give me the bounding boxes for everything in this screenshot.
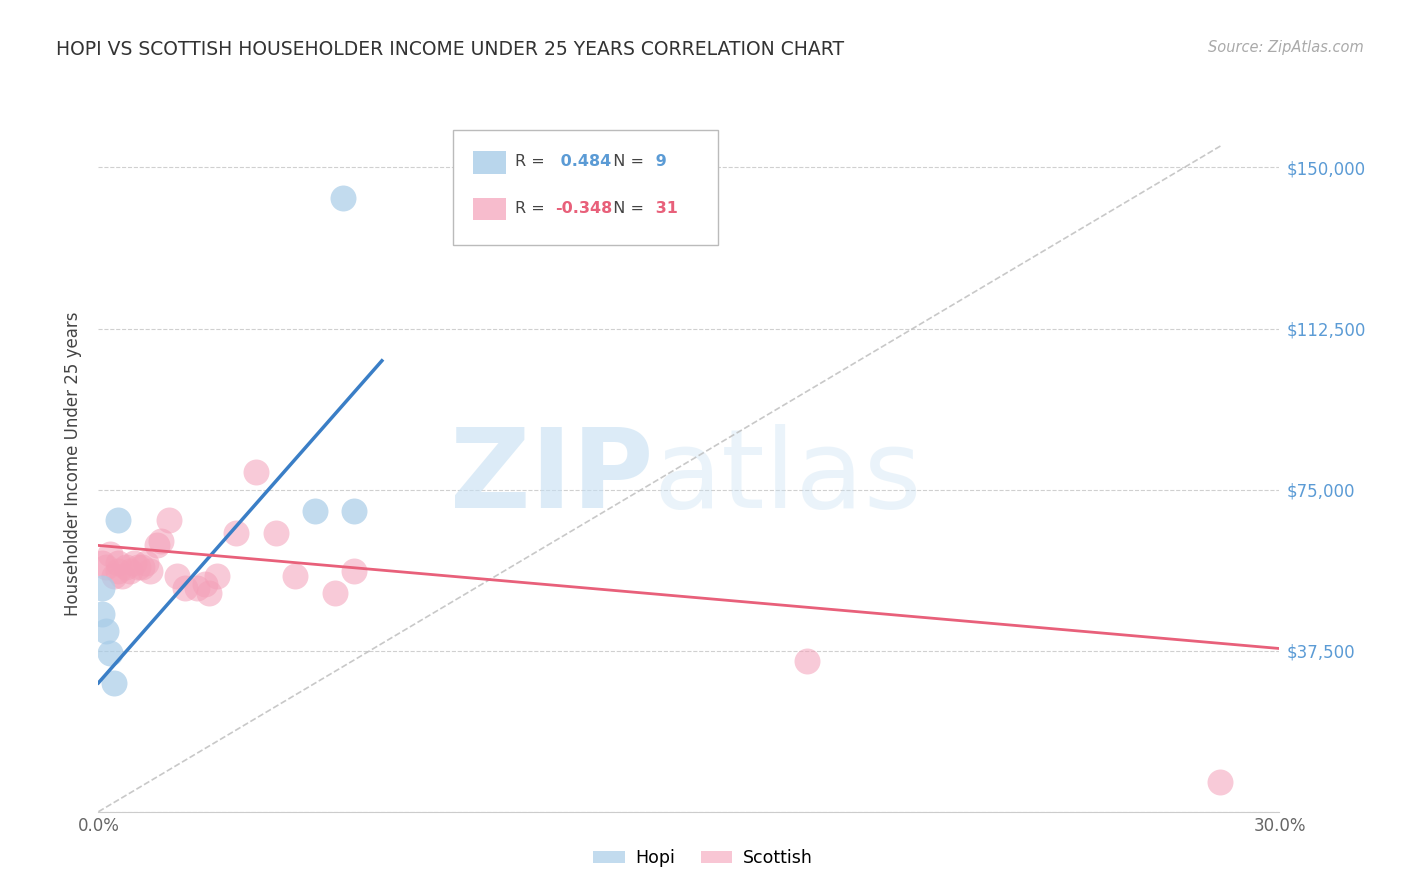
Point <box>98 646 121 660</box>
Y-axis label: Householder Income Under 25 years: Householder Income Under 25 years <box>65 311 83 616</box>
Text: atlas: atlas <box>654 425 922 532</box>
Point <box>332 190 354 204</box>
Text: -0.348: -0.348 <box>555 201 613 216</box>
Point <box>107 513 129 527</box>
FancyBboxPatch shape <box>472 198 506 220</box>
Point <box>131 560 153 574</box>
Text: Source: ZipAtlas.com: Source: ZipAtlas.com <box>1208 40 1364 55</box>
Point <box>150 534 173 549</box>
Point <box>284 568 307 582</box>
Point <box>225 525 247 540</box>
Point <box>118 564 141 578</box>
Point <box>91 582 114 596</box>
Legend: Hopi, Scottish: Hopi, Scottish <box>586 843 820 874</box>
Point <box>103 676 125 690</box>
Text: N =: N = <box>603 153 648 169</box>
FancyBboxPatch shape <box>472 152 506 174</box>
Point <box>796 654 818 668</box>
Point <box>166 568 188 582</box>
Text: R =: R = <box>516 201 550 216</box>
Point <box>304 504 326 518</box>
Point <box>107 556 129 570</box>
Point <box>135 556 157 570</box>
Point <box>157 513 180 527</box>
Point <box>205 568 228 582</box>
Point <box>343 504 366 518</box>
Point <box>194 577 217 591</box>
Point <box>127 560 149 574</box>
Point <box>115 560 138 574</box>
Text: 9: 9 <box>650 153 666 169</box>
FancyBboxPatch shape <box>453 130 718 244</box>
Point <box>174 582 197 596</box>
Text: ZIP: ZIP <box>450 425 654 532</box>
Point <box>186 582 208 596</box>
Point <box>91 556 114 570</box>
Point <box>245 466 267 480</box>
Point <box>111 568 134 582</box>
Point <box>146 538 169 552</box>
Point <box>91 607 114 622</box>
Text: 31: 31 <box>650 201 678 216</box>
Text: HOPI VS SCOTTISH HOUSEHOLDER INCOME UNDER 25 YEARS CORRELATION CHART: HOPI VS SCOTTISH HOUSEHOLDER INCOME UNDE… <box>56 40 845 59</box>
Text: 0.484: 0.484 <box>555 153 612 169</box>
Point <box>138 564 160 578</box>
Point <box>98 547 121 561</box>
Point <box>96 624 118 639</box>
Text: N =: N = <box>603 201 648 216</box>
Point <box>96 560 118 574</box>
Point <box>264 525 287 540</box>
Point <box>107 564 129 578</box>
Text: R =: R = <box>516 153 550 169</box>
Point <box>103 568 125 582</box>
Point <box>197 585 219 599</box>
Point <box>122 556 145 570</box>
Point <box>343 564 366 578</box>
Point <box>1209 774 1232 789</box>
Point <box>323 585 346 599</box>
